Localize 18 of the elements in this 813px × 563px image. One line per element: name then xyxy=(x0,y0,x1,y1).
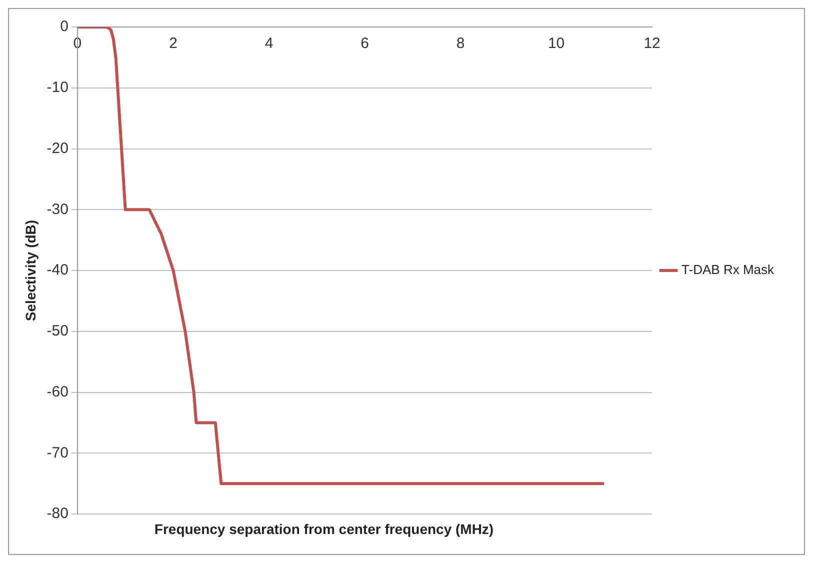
y-tick-label: -30 xyxy=(46,200,68,218)
y-tick-label: -80 xyxy=(46,505,68,522)
x-tick-label: 4 xyxy=(264,35,274,52)
y-tick-label: -60 xyxy=(46,383,68,400)
y-tick-label: -70 xyxy=(46,444,68,462)
x-tick-label: 8 xyxy=(456,35,465,52)
y-tick-label: -10 xyxy=(46,79,68,96)
y-tick-label: -50 xyxy=(46,322,68,340)
x-tick-label: 6 xyxy=(360,35,369,52)
x-tick-label: 10 xyxy=(548,35,565,52)
y-tick-label: -20 xyxy=(46,140,68,157)
x-axis-title: Frequency separation from center frequency (MHz) xyxy=(153,521,495,537)
x-tick-label: 12 xyxy=(644,35,660,52)
x-tick-label: 2 xyxy=(169,35,178,52)
y-axis-title: Selectivity (dB) xyxy=(22,220,38,322)
y-tick-label: -40 xyxy=(46,262,68,279)
legend-label: T-DAB Rx Mask xyxy=(682,262,774,278)
y-tick-label: 0 xyxy=(60,18,68,36)
